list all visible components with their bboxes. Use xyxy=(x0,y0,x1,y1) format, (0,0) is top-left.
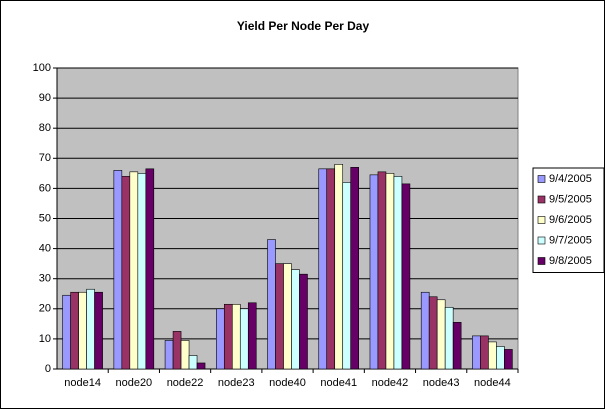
bar xyxy=(172,331,182,370)
legend-swatch xyxy=(537,236,546,245)
bar xyxy=(291,269,300,370)
bar xyxy=(188,355,198,370)
legend-label: 9/7/2005 xyxy=(549,234,592,246)
x-tick-label: node43 xyxy=(423,377,460,389)
legend-label: 9/5/2005 xyxy=(549,193,592,205)
y-tick-label: 50 xyxy=(39,212,51,224)
x-tick-label: node22 xyxy=(167,377,204,389)
bar xyxy=(401,183,411,370)
bar xyxy=(393,176,403,370)
legend-label: 9/6/2005 xyxy=(549,214,592,226)
x-tick-label: node40 xyxy=(269,377,306,389)
bar xyxy=(247,302,257,370)
bar xyxy=(62,294,71,370)
x-tick-label: node42 xyxy=(372,377,409,389)
bar xyxy=(283,263,292,370)
bar xyxy=(94,291,103,370)
bar xyxy=(137,173,147,370)
y-tick-label: 10 xyxy=(39,333,51,345)
bar xyxy=(121,176,131,370)
y-tick-label: 90 xyxy=(39,92,51,104)
y-tick-label: 40 xyxy=(39,243,51,255)
bar xyxy=(326,168,336,370)
bar xyxy=(496,346,505,370)
bar xyxy=(452,322,462,370)
x-tick-label: node14 xyxy=(64,377,101,389)
bar xyxy=(78,291,87,370)
bar xyxy=(350,167,359,370)
x-tick-label: node20 xyxy=(115,377,152,389)
bar xyxy=(436,299,446,370)
legend-label: 9/8/2005 xyxy=(549,255,592,267)
bar xyxy=(318,168,328,370)
y-tick-label: 100 xyxy=(33,62,51,74)
bar xyxy=(223,303,233,370)
bar xyxy=(385,173,395,370)
bar xyxy=(444,306,454,370)
y-tick-label: 30 xyxy=(39,273,51,285)
legend-swatch xyxy=(537,257,546,265)
bar xyxy=(428,296,438,370)
bar xyxy=(239,308,249,370)
bar xyxy=(275,263,284,370)
bar xyxy=(334,164,344,370)
bar xyxy=(299,273,308,370)
y-tick-label: 70 xyxy=(39,152,51,164)
legend-label: 9/4/2005 xyxy=(549,173,592,185)
chart-title: Yield Per Node Per Day xyxy=(237,19,370,33)
bar xyxy=(231,303,241,370)
x-tick-label: node23 xyxy=(218,377,255,389)
bar xyxy=(216,308,225,370)
bar xyxy=(420,291,430,370)
bar xyxy=(164,340,174,370)
y-tick-label: 60 xyxy=(39,182,51,194)
y-tick-label: 0 xyxy=(45,363,51,375)
x-tick-label: node44 xyxy=(474,377,511,389)
bar xyxy=(196,362,206,370)
y-tick-label: 80 xyxy=(39,122,51,134)
bar xyxy=(145,168,155,370)
bar xyxy=(369,174,379,370)
legend-swatch xyxy=(537,175,546,183)
bar xyxy=(129,171,139,370)
bar xyxy=(488,341,497,370)
bar xyxy=(267,239,276,370)
bar xyxy=(180,340,190,370)
bar xyxy=(504,349,513,370)
bar xyxy=(472,335,481,370)
legend-swatch xyxy=(537,195,546,204)
bar xyxy=(70,291,79,370)
y-tick-label: 20 xyxy=(39,303,51,315)
x-tick-label: node41 xyxy=(320,377,357,389)
bar xyxy=(113,170,123,370)
bar xyxy=(342,182,352,370)
bar xyxy=(480,335,489,370)
bar xyxy=(86,288,95,370)
bar xyxy=(377,171,387,370)
legend-swatch xyxy=(537,216,546,224)
